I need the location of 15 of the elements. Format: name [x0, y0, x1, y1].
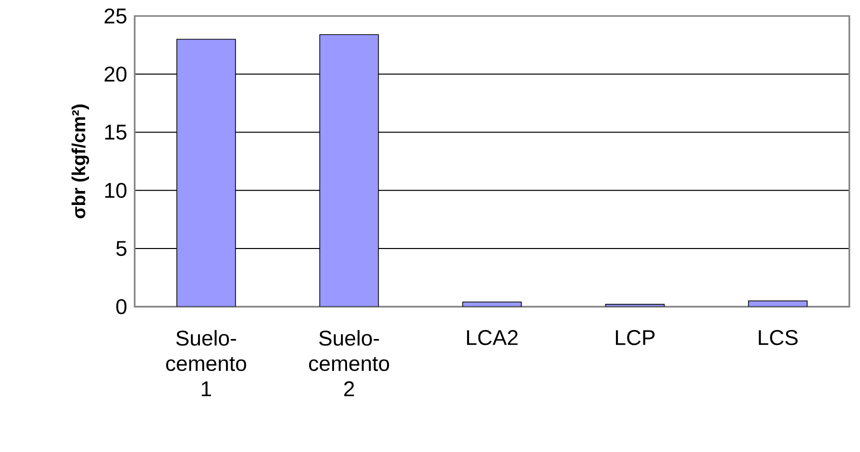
x-tick-label: Suelo-cemento 1 — [166, 330, 246, 396]
x-tick-label: Suelo-cemento 2 — [309, 330, 390, 396]
y-axis-title: σbr (kgf/cm²) — [72, 104, 90, 218]
x-tick-label: LCA2 — [467, 330, 518, 346]
bar — [176, 38, 236, 307]
y-tick-label: 15 — [105, 124, 126, 140]
y-tick-label: 0 — [116, 299, 126, 314]
y-tick-label: 5 — [116, 241, 126, 256]
bar — [319, 34, 379, 307]
x-tick-label: LCS — [758, 330, 798, 346]
x-tick-label: LCP — [616, 330, 655, 346]
y-tick-label: 25 — [104, 8, 126, 24]
y-tick-label: 20 — [104, 66, 126, 82]
bar — [748, 300, 808, 307]
y-tick-label: 10 — [105, 182, 126, 198]
